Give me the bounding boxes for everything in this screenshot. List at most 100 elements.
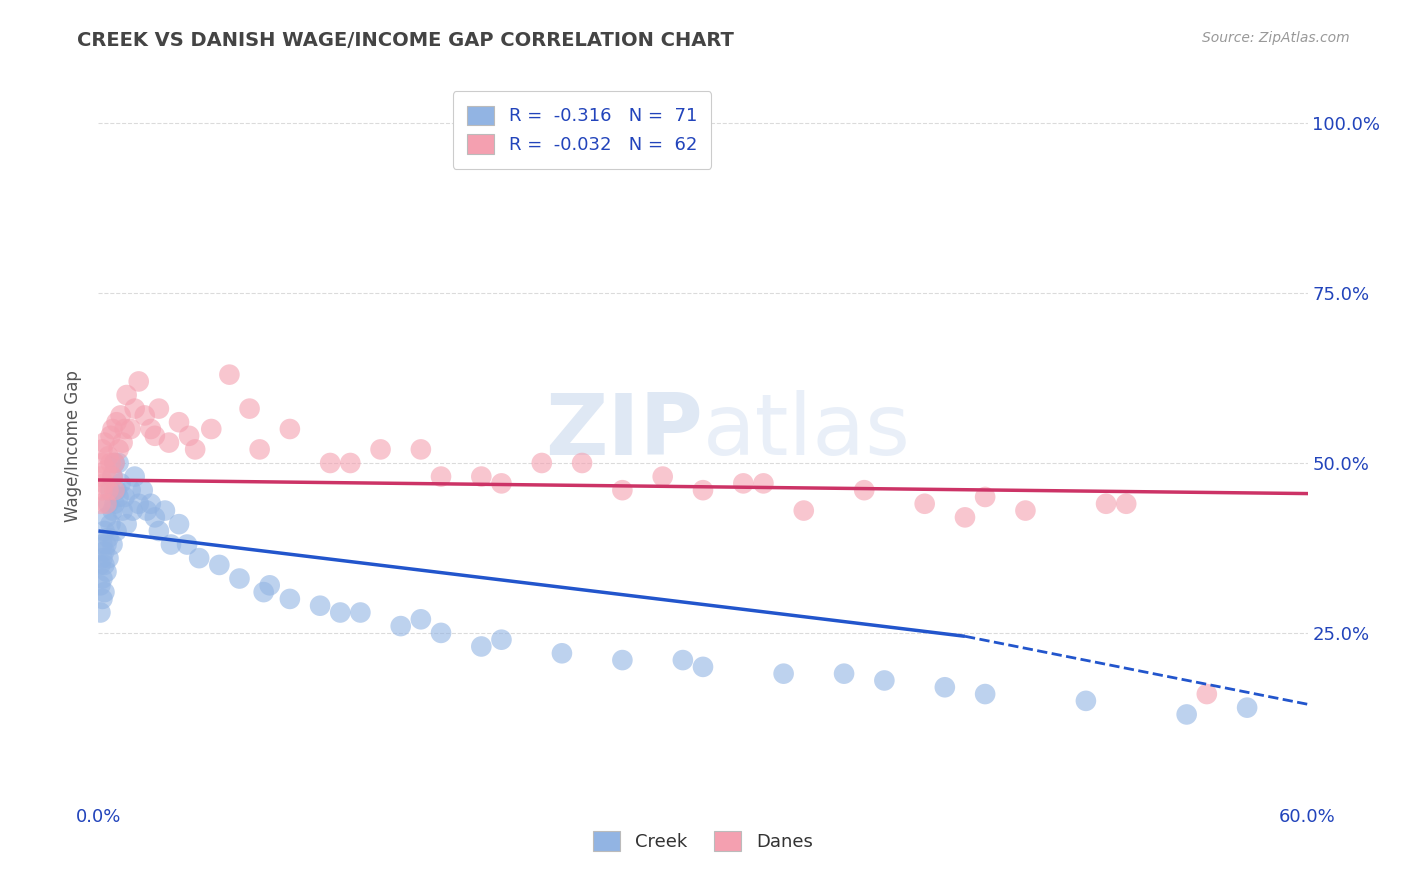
Point bbox=[1236, 700, 1258, 714]
Point bbox=[571, 456, 593, 470]
Point bbox=[103, 497, 125, 511]
Point bbox=[389, 619, 412, 633]
Point bbox=[612, 653, 634, 667]
Point bbox=[651, 469, 673, 483]
Point bbox=[873, 673, 896, 688]
Text: CREEK VS DANISH WAGE/INCOME GAP CORRELATION CHART: CREEK VS DANISH WAGE/INCOME GAP CORRELAT… bbox=[77, 31, 734, 50]
Point bbox=[1014, 503, 1036, 517]
Point bbox=[430, 626, 453, 640]
Point bbox=[491, 476, 513, 491]
Point bbox=[329, 606, 352, 620]
Point bbox=[672, 653, 695, 667]
Point bbox=[1074, 694, 1097, 708]
Point bbox=[107, 456, 129, 470]
Point bbox=[430, 469, 453, 483]
Point bbox=[132, 483, 155, 498]
Point bbox=[115, 517, 138, 532]
Point bbox=[239, 401, 262, 416]
Point bbox=[832, 666, 855, 681]
Point bbox=[752, 476, 775, 491]
Point bbox=[200, 422, 222, 436]
Point bbox=[89, 578, 111, 592]
Point bbox=[107, 490, 129, 504]
Point bbox=[1115, 497, 1137, 511]
Point bbox=[111, 503, 134, 517]
Point bbox=[914, 497, 936, 511]
Point bbox=[93, 558, 115, 572]
Point bbox=[148, 401, 170, 416]
Text: ZIP: ZIP bbox=[546, 390, 703, 474]
Point bbox=[470, 640, 492, 654]
Point bbox=[139, 422, 162, 436]
Point bbox=[974, 490, 997, 504]
Point bbox=[218, 368, 240, 382]
Point bbox=[97, 531, 120, 545]
Point bbox=[772, 666, 794, 681]
Point bbox=[134, 409, 156, 423]
Point bbox=[107, 442, 129, 457]
Point bbox=[91, 551, 114, 566]
Point bbox=[278, 591, 301, 606]
Point bbox=[153, 503, 176, 517]
Point bbox=[853, 483, 876, 498]
Point bbox=[793, 503, 815, 517]
Point bbox=[101, 503, 124, 517]
Point bbox=[120, 422, 142, 436]
Point bbox=[91, 483, 114, 498]
Point bbox=[128, 375, 150, 389]
Point bbox=[93, 544, 115, 558]
Point bbox=[278, 422, 301, 436]
Point bbox=[93, 435, 115, 450]
Point bbox=[612, 483, 634, 498]
Point bbox=[111, 435, 134, 450]
Point bbox=[91, 572, 114, 586]
Point bbox=[91, 456, 114, 470]
Point bbox=[319, 456, 342, 470]
Point bbox=[96, 463, 118, 477]
Point bbox=[253, 585, 276, 599]
Point bbox=[103, 456, 125, 470]
Point bbox=[101, 469, 124, 483]
Point bbox=[103, 483, 125, 498]
Point bbox=[934, 680, 956, 694]
Point bbox=[139, 497, 162, 511]
Point bbox=[370, 442, 392, 457]
Point bbox=[97, 551, 120, 566]
Legend: Creek, Danes: Creek, Danes bbox=[586, 823, 820, 858]
Point bbox=[97, 483, 120, 498]
Point bbox=[188, 551, 211, 566]
Point bbox=[97, 449, 120, 463]
Point bbox=[228, 572, 250, 586]
Point bbox=[100, 483, 122, 498]
Point bbox=[115, 388, 138, 402]
Point bbox=[93, 476, 115, 491]
Point bbox=[96, 537, 118, 551]
Point bbox=[89, 469, 111, 483]
Point bbox=[124, 469, 146, 483]
Text: Source: ZipAtlas.com: Source: ZipAtlas.com bbox=[1202, 31, 1350, 45]
Point bbox=[91, 591, 114, 606]
Point bbox=[692, 483, 714, 498]
Point bbox=[105, 524, 128, 538]
Point bbox=[110, 476, 132, 491]
Point bbox=[309, 599, 332, 613]
Point bbox=[96, 510, 118, 524]
Point bbox=[89, 606, 111, 620]
Point bbox=[105, 483, 128, 498]
Point bbox=[91, 537, 114, 551]
Point bbox=[100, 456, 122, 470]
Point bbox=[733, 476, 755, 491]
Point bbox=[409, 442, 432, 457]
Point bbox=[93, 585, 115, 599]
Point bbox=[128, 497, 150, 511]
Point bbox=[100, 517, 122, 532]
Point bbox=[135, 503, 157, 517]
Point bbox=[349, 606, 371, 620]
Y-axis label: Wage/Income Gap: Wage/Income Gap bbox=[65, 370, 83, 522]
Point bbox=[91, 442, 114, 457]
Point bbox=[176, 537, 198, 551]
Point bbox=[100, 429, 122, 443]
Point bbox=[491, 632, 513, 647]
Point bbox=[1095, 497, 1118, 511]
Point bbox=[530, 456, 553, 470]
